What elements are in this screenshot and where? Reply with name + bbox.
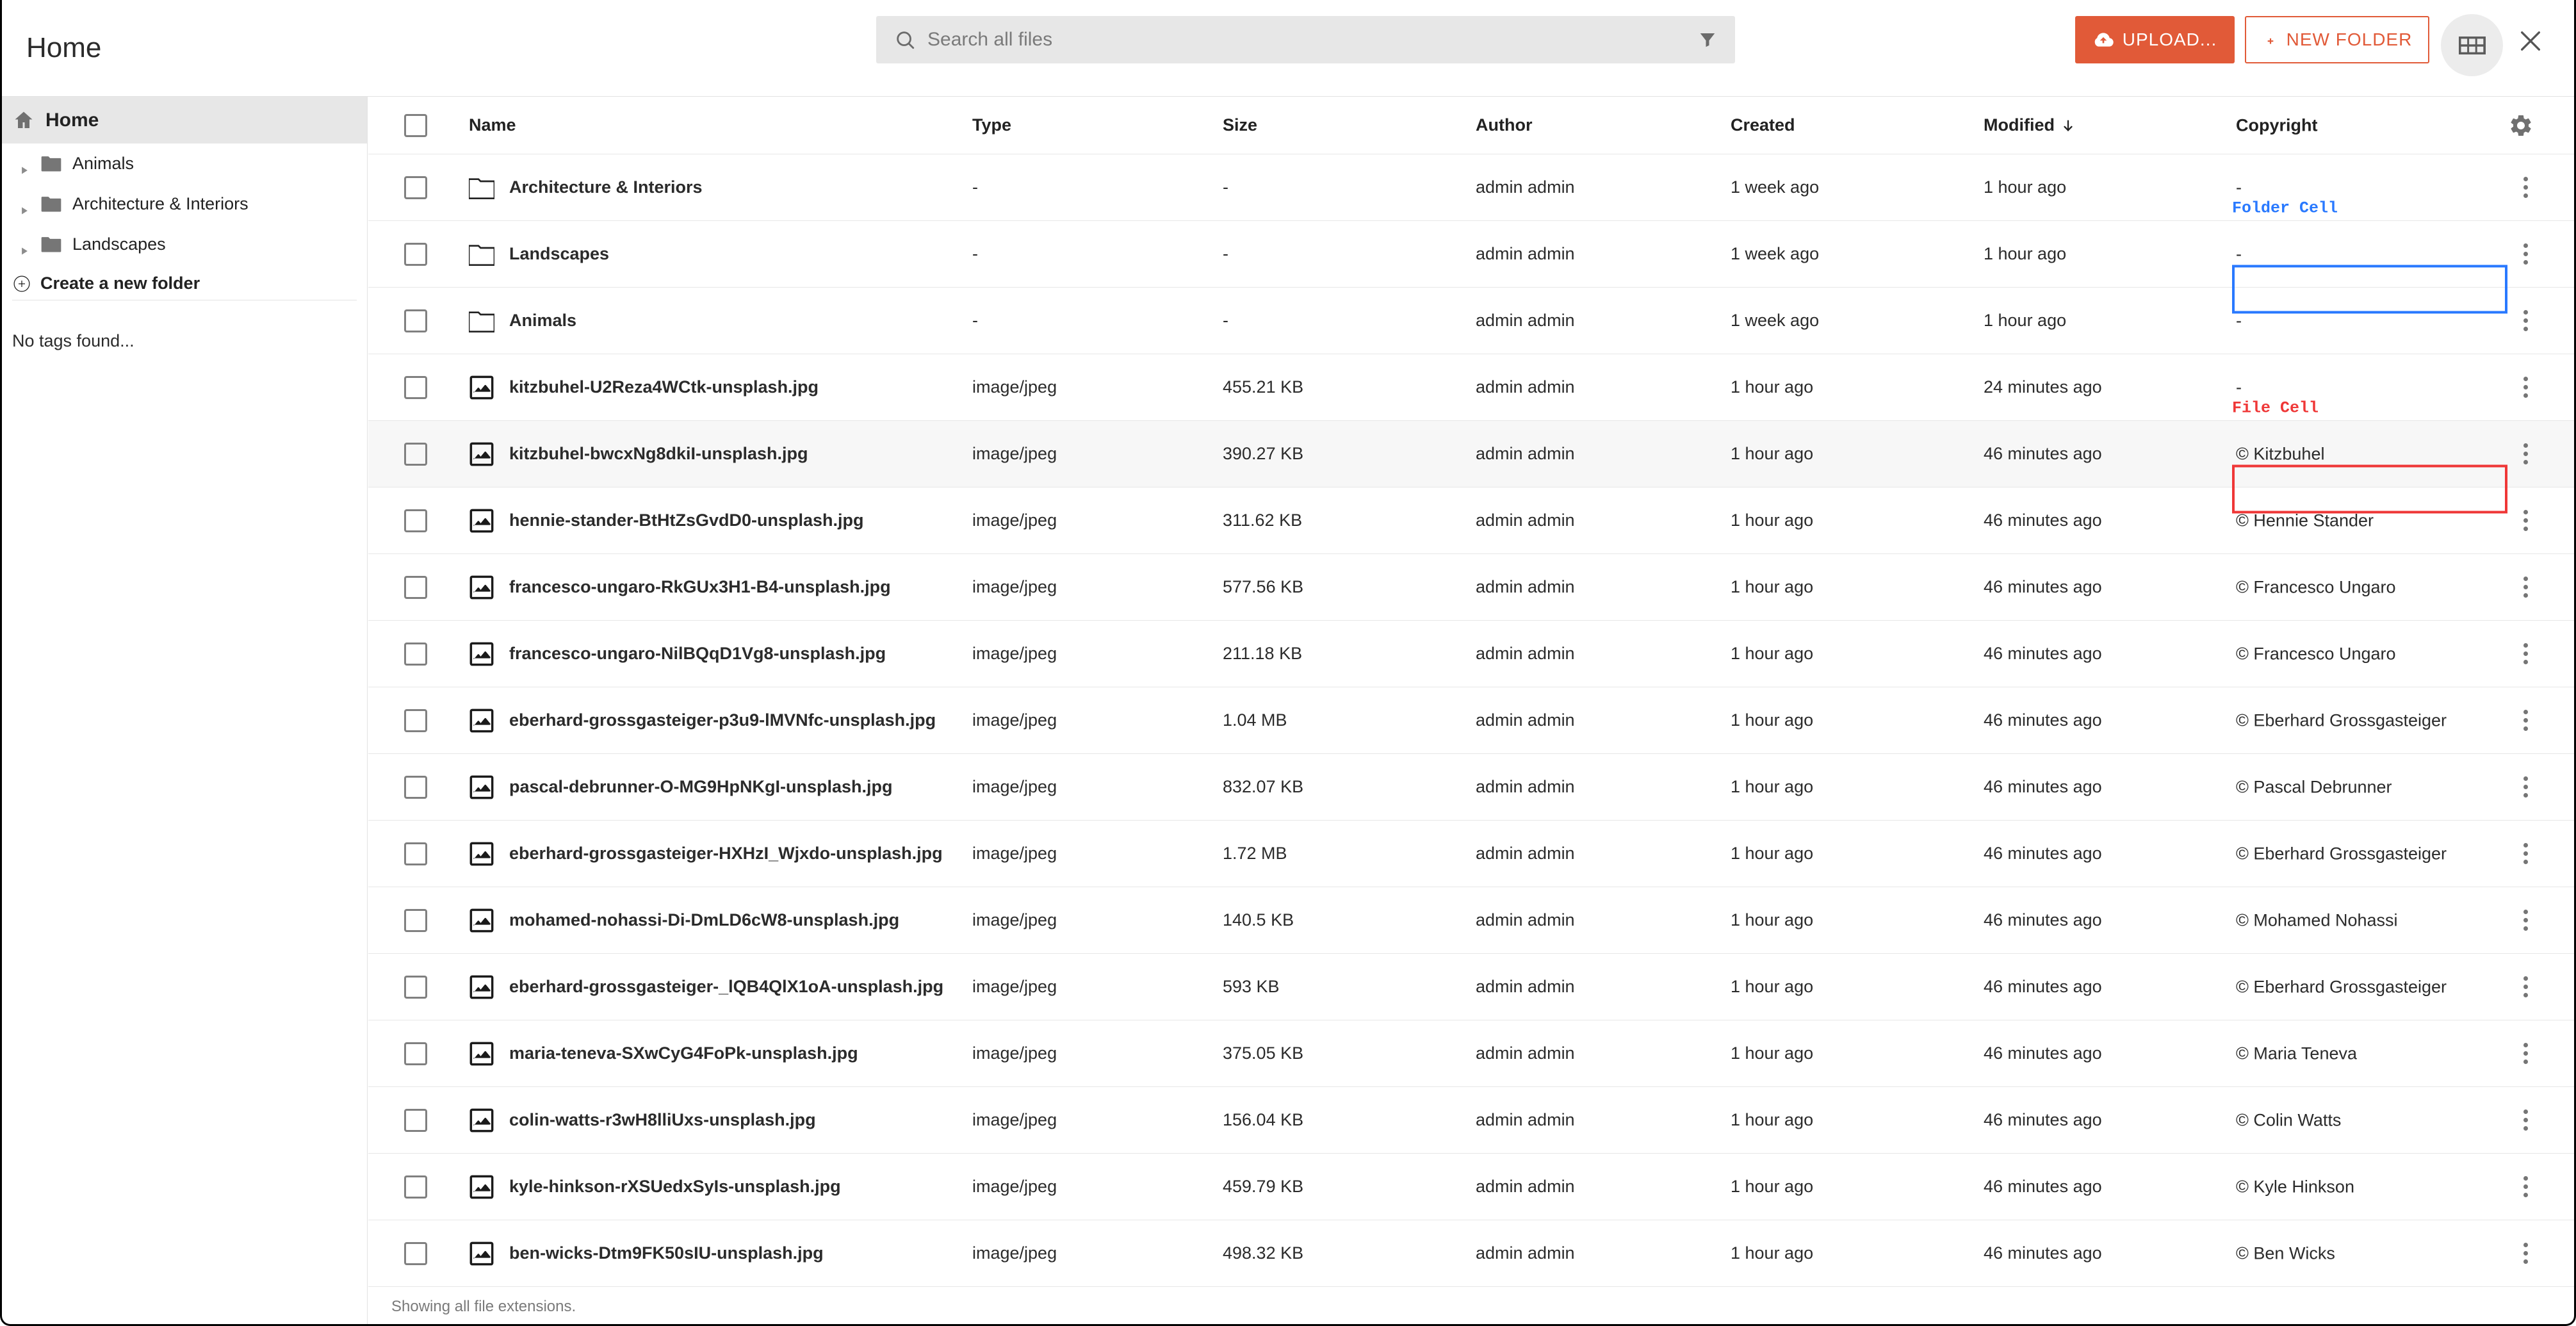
francesco-ungaro-RkGUx3H1-B4-unsplash.jpg: francesco-ungaro-RkGUx3H1-B4-unsplash.jp… [368,554,2574,621]
maria-teneva-SXwCyG4FoPk-unsplash.jpg: maria-teneva-SXwCyG4FoPk-unsplash.jpg im… [368,1020,2574,1087]
colin-watts-r3wH8lliUxs-unsplash.jpg: colin-watts-r3wH8lliUxs-unsplash.jpg ima… [368,1087,2574,1154]
eberhard-grossgasteiger-_lQB4QlX1oA-unsplash.jpg: eberhard-grossgasteiger-_lQB4QlX1oA-unsp… [368,954,2574,1020]
pascal-debrunner-O-MG9HpNKgI-unsplash.jpg: pascal-debrunner-O-MG9HpNKgI-unsplash.jp… [368,754,2574,821]
Landscapes: Landscapes - - admin admin 1 week ago 1 … [368,221,2574,288]
kitzbuhel-bwcxNg8dkiI-unsplash.jpg: kitzbuhel-bwcxNg8dkiI-unsplash.jpg image… [368,421,2574,487]
ben-wicks-Dtm9FK50sIU-unsplash.jpg: ben-wicks-Dtm9FK50sIU-unsplash.jpg image… [368,1220,2574,1287]
eberhard-grossgasteiger-HXHzI_Wjxdo-unsplash.jpg: eberhard-grossgasteiger-HXHzI_Wjxdo-unsp… [368,821,2574,887]
hennie-stander-BtHtZsGvdD0-unsplash.jpg: hennie-stander-BtHtZsGvdD0-unsplash.jpg … [368,487,2574,554]
francesco-ungaro-NilBQqD1Vg8-unsplash.jpg: francesco-ungaro-NilBQqD1Vg8-unsplash.jp… [368,621,2574,687]
Architecture & Interiors: Architecture & Interiors - - admin admin… [368,154,2574,221]
kitzbuhel-U2Reza4WCtk-unsplash.jpg: kitzbuhel-U2Reza4WCtk-unsplash.jpg image… [368,354,2574,421]
eberhard-grossgasteiger-p3u9-lMVNfc-unsplash.jpg: eberhard-grossgasteiger-p3u9-lMVNfc-unsp… [368,687,2574,754]
Animals: Animals - - admin admin 1 week ago 1 hou… [368,288,2574,354]
kyle-hinkson-rXSUedxSyIs-unsplash.jpg: kyle-hinkson-rXSUedxSyIs-unsplash.jpg im… [368,1154,2574,1220]
mohamed-nohassi-Di-DmLD6cW8-unsplash.jpg: mohamed-nohassi-Di-DmLD6cW8-unsplash.jpg… [368,887,2574,954]
